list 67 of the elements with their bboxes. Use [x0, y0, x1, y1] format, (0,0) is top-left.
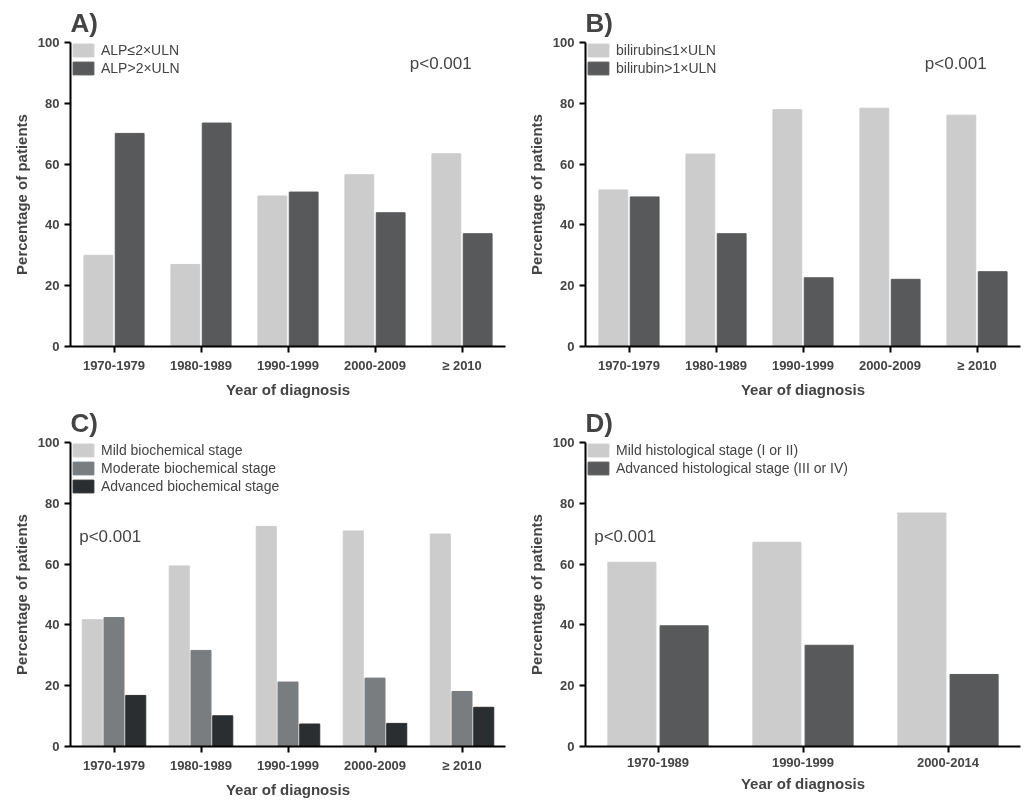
x-tick-label: 2000-2014 [916, 754, 980, 770]
x-tick-label: 1990-1999 [771, 754, 835, 770]
annotation: p<0.001 [409, 53, 472, 73]
y-tick-label: 60 [45, 556, 60, 572]
x-tick-label: 1980-1989 [169, 357, 233, 373]
y-tick-label: 40 [45, 617, 60, 633]
legend-label: Advanced histological stage (III or IV) [616, 460, 848, 476]
x-tick-label: ≥ 2010 [442, 357, 482, 373]
y-tick-label: 0 [52, 339, 60, 354]
chart-title: A) [70, 7, 98, 38]
x-tick-label: 1970-1979 [82, 357, 146, 373]
y-tick-label: 80 [45, 495, 60, 511]
y-tick-label: 100 [552, 435, 575, 450]
y-tick-label: 0 [567, 739, 575, 754]
y-tick-label: 20 [560, 278, 575, 294]
x-tick-label: 1970-1979 [597, 357, 661, 373]
x-axis-title: Year of diagnosis [225, 780, 351, 798]
legend-label: Mild biochemical stage [101, 442, 243, 458]
legend-label: bilirubin>1×ULN [616, 60, 717, 76]
chart-title: D) [585, 407, 613, 438]
x-tick-label: 2000-2009 [858, 357, 922, 373]
legend-label: Mild histological stage (I or II) [616, 442, 799, 458]
x-tick-label: 1970-1989 [626, 754, 690, 770]
y-tick-label: 40 [560, 617, 575, 633]
y-axis-title: Percentage of patients [12, 514, 30, 675]
x-tick-label: ≥ 2010 [957, 357, 997, 373]
legend-label: ALP≤2×ULN [101, 42, 180, 58]
x-tick-label: 1970-1979 [82, 757, 146, 773]
y-tick-label: 0 [567, 339, 575, 354]
x-axis-title: Year of diagnosis [740, 380, 866, 398]
y-tick-label: 100 [552, 35, 575, 50]
y-tick-label: 40 [45, 217, 60, 233]
y-axis-title: Percentage of patients [12, 114, 30, 275]
x-tick-label: 1990-1999 [256, 757, 320, 773]
chart-title: B) [585, 7, 613, 38]
chart-title: C) [70, 407, 98, 438]
x-tick-label: 1980-1989 [684, 357, 748, 373]
x-tick-label: ≥ 2010 [442, 757, 482, 773]
legend-label: bilirubin≤1×ULN [616, 42, 716, 58]
annotation: p<0.001 [594, 526, 657, 546]
y-tick-label: 100 [37, 435, 60, 450]
y-tick-label: 60 [45, 156, 60, 172]
y-tick-label: 60 [560, 556, 575, 572]
x-tick-label: 2000-2009 [343, 757, 407, 773]
y-tick-label: 20 [45, 678, 60, 694]
y-tick-label: 0 [52, 739, 60, 754]
legend-label: Moderate biochemical stage [101, 460, 277, 476]
x-axis-title: Year of diagnosis [740, 774, 866, 792]
x-tick-label: 2000-2009 [343, 357, 407, 373]
y-axis-title: Percentage of patients [527, 514, 545, 675]
annotation: p<0.001 [79, 526, 142, 546]
legend-label: Advanced biochemical stage [101, 478, 280, 494]
y-axis-title: Percentage of patients [527, 114, 545, 275]
y-tick-label: 20 [560, 678, 575, 694]
y-tick-label: 20 [45, 278, 60, 294]
x-axis-title: Year of diagnosis [225, 380, 351, 398]
x-tick-label: 1980-1989 [169, 757, 233, 773]
y-tick-label: 80 [560, 495, 575, 511]
annotation: p<0.001 [924, 53, 987, 73]
y-tick-label: 80 [45, 95, 60, 111]
y-tick-label: 40 [560, 217, 575, 233]
y-tick-label: 80 [560, 95, 575, 111]
y-tick-label: 60 [560, 156, 575, 172]
x-tick-label: 1990-1999 [256, 357, 320, 373]
x-tick-label: 1990-1999 [771, 357, 835, 373]
y-tick-label: 100 [37, 35, 60, 50]
legend-label: ALP>2×ULN [101, 60, 180, 76]
